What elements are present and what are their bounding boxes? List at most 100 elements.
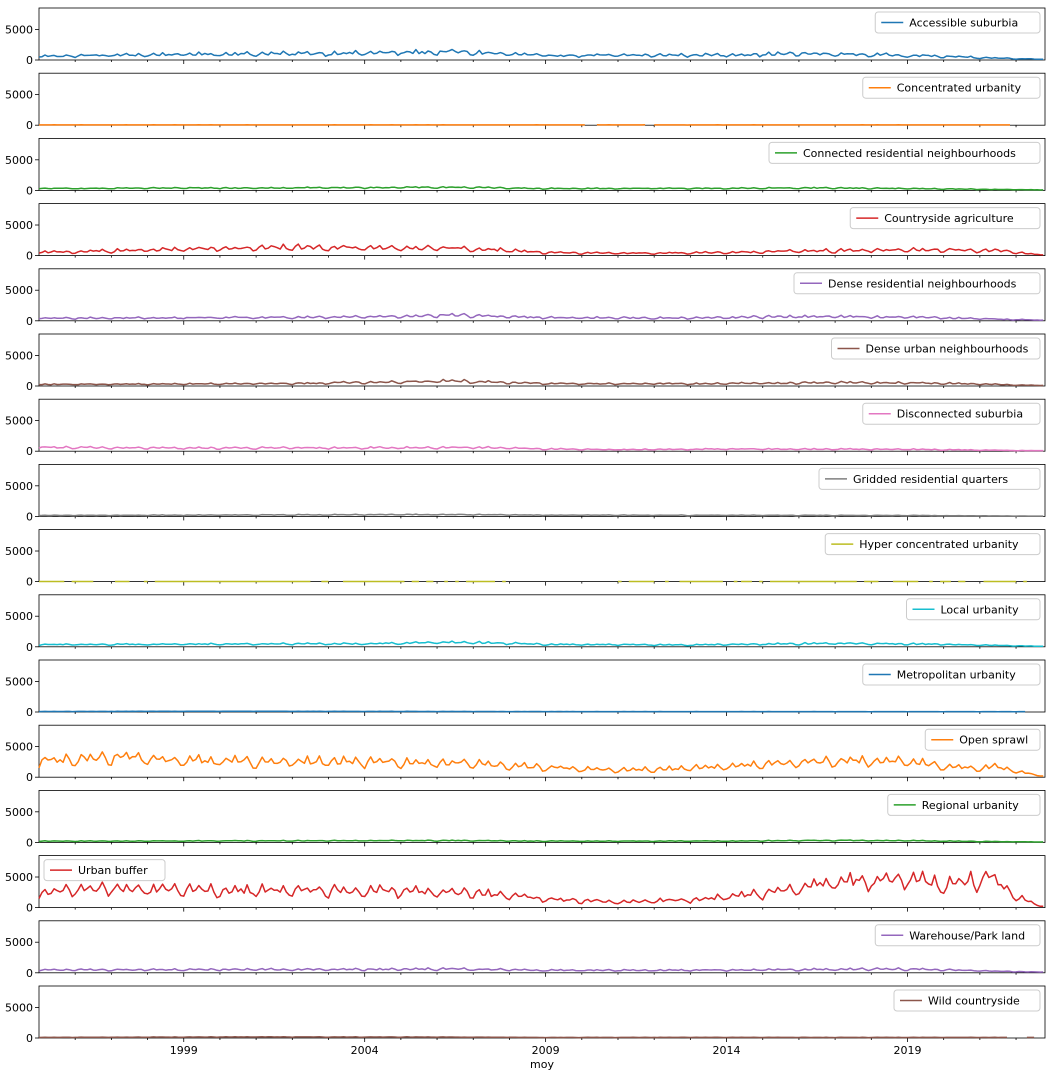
series-line [39, 378, 1044, 387]
legend: Local urbanity [906, 598, 1041, 621]
subplot: 0 5000 Dense residential neighbourhoods [5, 268, 1046, 328]
legend: Connected residential neighbourhoods [768, 141, 1041, 164]
series-line [38, 870, 1044, 908]
y-tick-label: 5000 [5, 1001, 33, 1014]
y-tick-label: 0 [26, 315, 33, 328]
subplot: 0 5000 Wild countryside 1999 2004 2009 2014 201… [5, 985, 1046, 1071]
y-tick-label: 5000 [5, 806, 33, 819]
y-tick-label: 5000 [5, 154, 33, 167]
y-tick-label: 0 [26, 836, 33, 849]
y-tick-label: 5000 [5, 89, 33, 102]
y-tick-label: 0 [26, 445, 33, 458]
legend-label: Wild countryside [928, 995, 1020, 1008]
legend-box [874, 924, 1041, 947]
legend-box [831, 337, 1041, 360]
x-axis-label: moy [530, 1058, 554, 1071]
legend-box [768, 141, 1041, 164]
y-tick-label: 5000 [5, 675, 33, 688]
legend-box [824, 533, 1041, 556]
legend-box [43, 859, 166, 882]
subplot: 0 5000 Warehouse/Park land [5, 920, 1046, 980]
subplot-frame [38, 724, 1046, 778]
series-line [38, 185, 1044, 191]
x-tick-label: 1999 [170, 1044, 198, 1057]
legend: Regional urbanity [887, 793, 1041, 816]
y-tick-label: 0 [26, 1032, 33, 1045]
subplot-frame [38, 855, 1046, 908]
series-line [38, 751, 1044, 777]
legend-label: Disconnected suburbia [897, 408, 1023, 421]
x-tick-label: 2014 [713, 1044, 741, 1057]
y-tick-label: 0 [26, 184, 33, 197]
y-tick-label: 5000 [5, 741, 33, 754]
legend-label: Local urbanity [941, 603, 1020, 616]
y-tick-label: 5000 [5, 871, 33, 884]
legend: Hyper concentrated urbanity [824, 533, 1041, 556]
subplot-frame [38, 529, 1046, 582]
y-tick-label: 5000 [5, 415, 33, 428]
y-tick-label: 5000 [5, 936, 33, 949]
y-tick-label: 5000 [5, 349, 33, 362]
legend-label: Dense urban neighbourhoods [866, 343, 1029, 356]
subplot: 0 5000 Dense urban neighbourhoods [5, 333, 1046, 393]
series-line [38, 839, 1044, 843]
subplot: 0 5000 Hyper concentrated urbanity [5, 529, 1046, 589]
subplot: 0 5000 Accessible suburbia [5, 7, 1046, 67]
legend: Gridded residential quarters [818, 467, 1041, 490]
legend-box [793, 272, 1041, 295]
legend-box [849, 207, 1041, 230]
series-line [38, 710, 1026, 713]
y-tick-label: 5000 [5, 545, 33, 558]
legend-box [862, 663, 1041, 686]
legend-box [924, 728, 1041, 751]
legend: Disconnected suburbia [862, 402, 1041, 425]
subplot: 0 5000 Connected residential neighbourhood… [5, 137, 1046, 197]
legend: Wild countryside [893, 989, 1041, 1012]
subplot-frame [38, 920, 1046, 974]
legend-label: Dense residential neighbourhoods [828, 277, 1017, 290]
subplot-frame [38, 463, 1046, 517]
subplot: 0 5000 Concentrated urbanity [5, 72, 1046, 132]
legend: Accessible suburbia [874, 11, 1041, 34]
subplot: 0 5000 Disconnected suburbia [5, 398, 1046, 458]
subplot-frame [38, 333, 1046, 387]
legend-label: Urban buffer [78, 864, 148, 877]
legend-box [862, 402, 1041, 425]
subplot-frame [38, 203, 1046, 257]
legend-label: Concentrated urbanity [897, 82, 1022, 95]
y-tick-label: 5000 [5, 610, 33, 623]
y-tick-label: 0 [26, 706, 33, 719]
series-line [38, 967, 1044, 973]
series-line [38, 640, 1044, 648]
legend-label: Connected residential neighbourhoods [803, 147, 1016, 160]
series-line [38, 48, 1044, 61]
legend-box [906, 598, 1041, 621]
legend-label: Gridded residential quarters [853, 473, 1008, 486]
legend: Dense residential neighbourhoods [793, 272, 1041, 295]
y-tick-label: 5000 [5, 284, 33, 297]
legend-label: Warehouse/Park land [909, 929, 1025, 942]
y-tick-label: 5000 [5, 480, 33, 493]
series-line [38, 445, 1044, 452]
series-line [38, 312, 1044, 321]
y-tick-label: 0 [26, 54, 33, 67]
legend-label: Accessible suburbia [909, 17, 1018, 30]
y-tick-label: 0 [26, 380, 33, 393]
subplot: 0 5000 Urban buffer [5, 855, 1046, 915]
legend-label: Regional urbanity [922, 799, 1020, 812]
legend-label: Open sprawl [959, 734, 1028, 747]
legend-box [887, 793, 1041, 816]
subplot-frame [38, 137, 1046, 191]
subplot-frame [38, 790, 1046, 843]
subplot: 0 5000 Gridded residential quarters [5, 463, 1046, 523]
legend-label: Hyper concentrated urbanity [859, 538, 1019, 551]
y-tick-label: 0 [26, 119, 33, 132]
series-line [38, 243, 1044, 256]
x-tick-label: 2004 [351, 1044, 379, 1057]
x-tick-label: 2019 [893, 1044, 921, 1057]
legend-box [874, 11, 1041, 34]
legend-label: Metropolitan urbanity [897, 669, 1016, 682]
subplot-frame [38, 7, 1046, 61]
series-line [38, 1035, 1007, 1039]
